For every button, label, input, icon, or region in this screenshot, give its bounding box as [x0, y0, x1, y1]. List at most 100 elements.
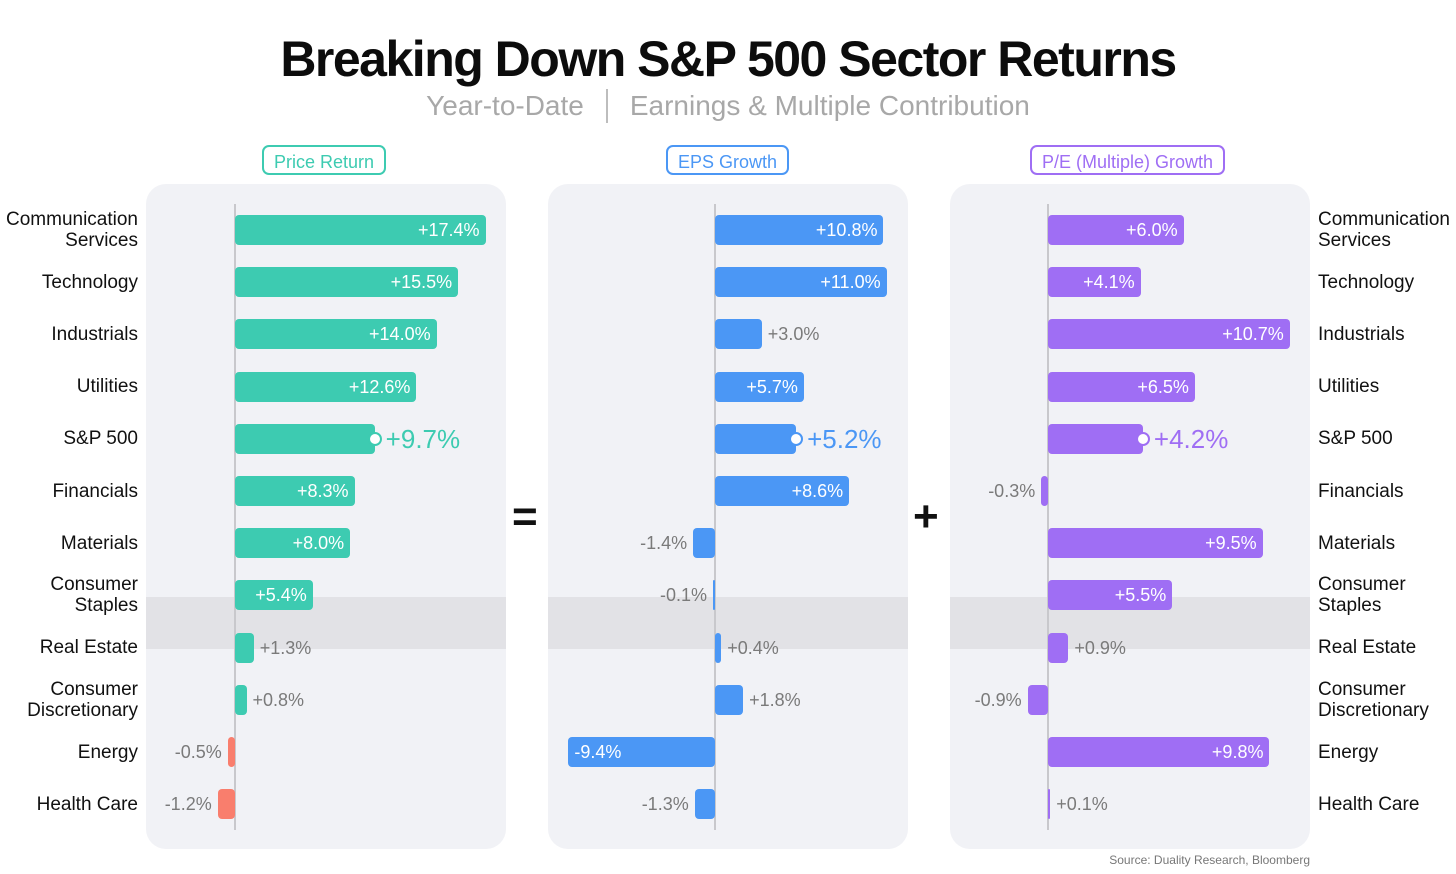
price-return-bar-consumer-staples [235, 580, 313, 611]
eps-growth-value-utilities: +5.7% [746, 376, 798, 397]
price-return-value-energy: -0.5% [174, 742, 222, 762]
pe-growth-value-financials: -0.3% [988, 481, 1036, 501]
category-label-right-utilities: Utilities [1318, 376, 1380, 398]
category-label-right-materials: Materials [1318, 532, 1396, 554]
pe-growth-value-technology: +4.1% [1083, 272, 1135, 293]
pe-growth-value-industrials: +10.7% [1222, 324, 1284, 345]
eps-growth-value-energy: -9.4% [574, 742, 622, 762]
category-label-left-communication-services: Communication Services [6, 209, 138, 251]
price-return-header: Price Return [262, 145, 387, 175]
eps-growth-bar-sandp-500 [715, 423, 797, 454]
eps-growth-value-industrials: +3.0% [767, 324, 820, 345]
price-return-value-materials: +8.0% [292, 533, 345, 554]
category-label-right-consumer-staples: Consumer Staples [1318, 574, 1406, 617]
pe-growth-bar-energy [1048, 737, 1270, 767]
pe-growth-bar-real-estate [1048, 632, 1069, 663]
pe-growth-value-communication-services: +6.0% [1126, 220, 1178, 240]
eps-growth-highlight-dot [789, 431, 804, 446]
plus-operator: + [913, 492, 939, 541]
category-label-left-industrials: Industrials [51, 323, 138, 345]
pe-growth-bar-consumer-discretionary [1027, 684, 1048, 715]
pe-growth-value-real-estate: +0.9% [1074, 637, 1126, 658]
eps-growth-bar-consumer-staples [713, 580, 715, 611]
pe-growth-bar-financials [1041, 476, 1048, 506]
price-return-value-consumer-staples: +5.4% [255, 585, 307, 606]
price-return-bar-energy [227, 737, 235, 767]
eps-growth-bar-consumer-discretionary [715, 684, 744, 715]
pe-growth-axis [1047, 204, 1049, 830]
price-return-value-financials: +8.3% [296, 481, 349, 501]
price-return-value-real-estate: +1.3% [259, 637, 312, 658]
equals-operator: = [512, 492, 538, 541]
pe-growth-bar-materials [1048, 528, 1263, 559]
pe-growth-bar-consumer-staples [1048, 580, 1173, 611]
eps-growth-value-health-care: -1.3% [641, 794, 689, 815]
price-return-value-consumer-discretionary: +0.8% [252, 689, 305, 710]
pe-growth-value-materials: +9.5% [1205, 533, 1257, 554]
eps-growth-highlight-row [548, 597, 908, 649]
pe-growth-header: P/E (Multiple) Growth [1030, 145, 1226, 175]
eps-growth-bar-energy [568, 737, 715, 767]
subtitle-description: Earnings & Multiple Contribution [629, 90, 1030, 121]
chart-title: Breaking Down S&P 500 Sector Returns [280, 31, 1177, 87]
price-return-value-industrials: +14.0% [369, 324, 431, 345]
category-label-right-communication-services: Communication Services [1318, 209, 1450, 251]
price-return-bar-financials [235, 476, 355, 506]
source-note: Source: Duality Research, Bloomberg [1109, 853, 1310, 867]
eps-growth-bar-real-estate [715, 632, 722, 663]
eps-growth-bar-health-care [694, 789, 715, 820]
pe-growth-value-consumer-discretionary: -0.9% [974, 689, 1022, 710]
price-return-bar-health-care [217, 789, 235, 820]
subtitle-period: Year-to-Date [426, 90, 584, 121]
price-return-bar-materials [235, 528, 351, 559]
pe-growth-value-energy: +9.8% [1211, 742, 1264, 762]
subtitle-divider [605, 88, 608, 123]
category-label-right-energy: Energy [1318, 741, 1379, 763]
price-return-highlight-dot [367, 431, 382, 446]
pe-growth-bar-health-care [1048, 789, 1051, 820]
category-label-left-technology: Technology [41, 271, 138, 293]
price-return-value-utilities: +12.6% [348, 376, 411, 397]
price-return-bar-real-estate [235, 632, 254, 663]
price-return-bar-sandp-500 [235, 423, 375, 454]
price-return-bar-consumer-discretionary [235, 684, 247, 715]
eps-growth-value-sandp-500: +5.2% [807, 423, 882, 454]
category-label-right-real-estate: Real Estate [1318, 637, 1417, 659]
price-return-value-communication-services: +17.4% [417, 220, 480, 240]
eps-growth-bar-financials [715, 476, 850, 506]
category-label-left-utilities: Utilities [76, 376, 138, 398]
category-label-right-sandp-500: S&P 500 [1318, 428, 1393, 450]
eps-growth-value-consumer-discretionary: +1.8% [749, 689, 801, 710]
eps-growth-value-real-estate: +0.4% [727, 637, 779, 658]
category-label-left-consumer-staples: Consumer Staples [50, 574, 138, 617]
price-return-axis [234, 204, 236, 830]
price-return-bar-communication-services [235, 215, 486, 245]
price-return-value-health-care: -1.2% [164, 794, 212, 815]
category-label-left-materials: Materials [60, 532, 138, 554]
category-label-right-consumer-discretionary: Consumer Discretionary [1318, 678, 1429, 721]
price-return-bar-industrials [235, 319, 437, 350]
pe-growth-value-consumer-staples: +5.5% [1114, 585, 1167, 606]
eps-growth-value-consumer-staples: -0.1% [659, 585, 707, 606]
pe-growth-bar-sandp-500 [1048, 423, 1143, 454]
category-label-left-energy: Energy [77, 741, 138, 763]
eps-growth-value-financials: +8.6% [791, 481, 844, 501]
category-label-left-health-care: Health Care [36, 793, 138, 815]
pe-growth-value-health-care: +0.1% [1056, 794, 1108, 815]
eps-growth-value-technology: +11.0% [820, 272, 881, 293]
pe-growth-bar-communication-services [1048, 215, 1184, 245]
eps-growth-header: EPS Growth [666, 145, 790, 175]
eps-growth-bar-technology [715, 267, 887, 298]
chart-subtitle: Year-to-Date Earnings & Multiple Contribu… [0, 88, 1456, 125]
eps-growth-value-materials: -1.4% [640, 533, 688, 554]
price-return-bar-utilities [235, 371, 417, 402]
price-return-value-sandp-500: +9.7% [385, 423, 461, 454]
category-label-left-financials: Financials [52, 480, 138, 502]
eps-growth-bar-materials [693, 528, 715, 559]
price-return-value-technology: +15.5% [390, 272, 453, 293]
pe-growth-bar-industrials [1048, 319, 1290, 350]
category-label-left-consumer-discretionary: Consumer Discretionary [27, 678, 138, 721]
pe-growth-highlight-dot [1135, 431, 1150, 446]
price-return-bar-technology [235, 267, 459, 298]
price-return-highlight-row [146, 597, 506, 649]
